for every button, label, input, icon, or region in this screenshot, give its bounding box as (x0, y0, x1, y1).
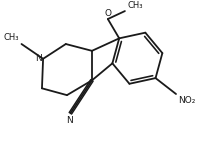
Text: N: N (35, 54, 42, 63)
Text: CH₃: CH₃ (127, 1, 143, 10)
Text: CH₃: CH₃ (4, 33, 19, 42)
Text: N: N (66, 116, 73, 125)
Text: NO₂: NO₂ (178, 96, 195, 105)
Text: O: O (104, 9, 111, 18)
